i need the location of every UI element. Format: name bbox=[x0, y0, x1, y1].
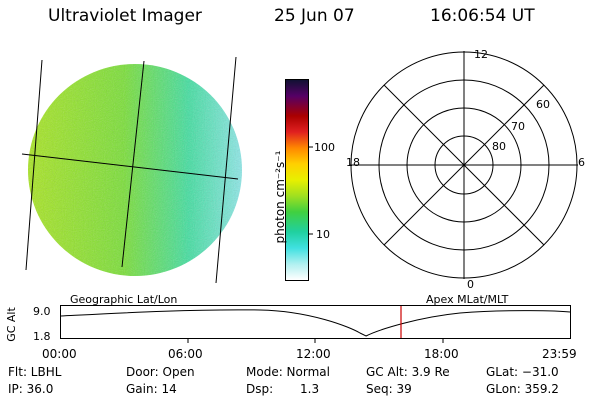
timeline-xtick-1: 06:00 bbox=[168, 347, 203, 361]
altitude-curve bbox=[60, 309, 571, 337]
date-label: 25 Jun 07 bbox=[274, 6, 355, 26]
mode-info: Mode: Normal bbox=[246, 365, 330, 379]
polar-grid bbox=[350, 51, 578, 279]
mlt-label-0: 0 bbox=[467, 278, 474, 291]
timeline-xtick-0: 00:00 bbox=[42, 347, 77, 361]
mlat-label-80: 80 bbox=[492, 140, 506, 153]
glon-info: GLon: 359.2 bbox=[486, 382, 559, 396]
timeline-ytick-1-8: 1.8 bbox=[33, 330, 51, 343]
timeline-y-label: GC Alt bbox=[4, 307, 18, 342]
timeline-right-title: Apex MLat/MLT bbox=[426, 293, 509, 306]
mlt-label-18: 18 bbox=[346, 156, 360, 169]
timeline-left-title: Geographic Lat/Lon bbox=[70, 293, 178, 306]
geo-grid bbox=[21, 56, 239, 284]
mlat-label-70: 70 bbox=[511, 120, 525, 133]
door-info: Door: Open bbox=[126, 365, 195, 379]
colorbar-unit-label: photon cm⁻²s⁻¹ bbox=[273, 150, 287, 244]
colorbar-tick-100: 100 bbox=[314, 141, 335, 154]
gain-info: Gain: 14 bbox=[126, 382, 177, 396]
mlt-label-6: 6 bbox=[578, 156, 585, 169]
timeline-ytick-9: 9.0 bbox=[33, 305, 51, 318]
colorbar-ticks bbox=[308, 146, 313, 235]
timeline-xtick-3: 18:00 bbox=[424, 347, 459, 361]
ip-info: IP: 36.0 bbox=[8, 382, 54, 396]
dsp-value: 1.3 bbox=[300, 382, 320, 396]
gc-alt-info: GC Alt: 3.9 Re bbox=[366, 365, 450, 379]
uv-earth-image bbox=[21, 56, 242, 284]
seq-info: Seq: 39 bbox=[366, 382, 412, 396]
pixel-noise bbox=[28, 64, 242, 276]
mlat-label-60: 60 bbox=[536, 98, 550, 111]
colorbar-tick-10: 10 bbox=[316, 228, 330, 241]
glat-info: GLat: −31.0 bbox=[486, 365, 559, 379]
instrument-title: Ultraviolet Imager bbox=[48, 6, 202, 26]
dsp-label: Dsp: bbox=[246, 382, 274, 396]
timeline-xtick-4: 23:59 bbox=[542, 347, 577, 361]
altitude-timeline-plot bbox=[60, 305, 571, 343]
color-scale-bar bbox=[285, 79, 309, 281]
timeline-xtick-2: 12:00 bbox=[296, 347, 331, 361]
mlt-label-12: 12 bbox=[474, 48, 488, 61]
filter-info: Flt: LBHL bbox=[8, 365, 62, 379]
time-label: 16:06:54 UT bbox=[430, 6, 535, 26]
